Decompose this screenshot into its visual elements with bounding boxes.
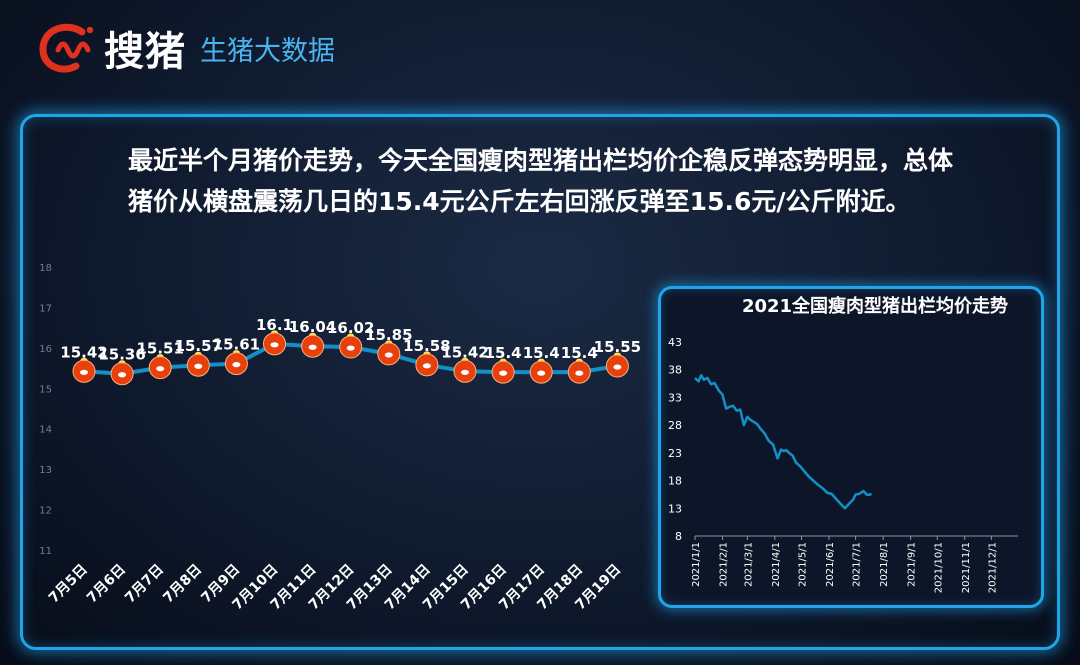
y-tick-label: 28 bbox=[668, 419, 682, 432]
marker-snout bbox=[575, 370, 584, 376]
data-label: 15.55 bbox=[594, 338, 641, 356]
marker-snout bbox=[384, 352, 393, 358]
data-label: 16.02 bbox=[327, 319, 374, 337]
pig-marker bbox=[186, 351, 210, 377]
x-category-label: 7月5日 bbox=[46, 562, 91, 607]
y-tick-label: 13 bbox=[39, 465, 52, 476]
pig-marker bbox=[415, 351, 439, 377]
pig-marker bbox=[339, 333, 363, 359]
marker-snout bbox=[232, 362, 241, 368]
x-tick-label: 2021/4/1 bbox=[771, 542, 782, 587]
marker-snout bbox=[499, 370, 508, 376]
x-tick-label: 2021/6/1 bbox=[825, 542, 836, 587]
marker-snout bbox=[422, 363, 431, 369]
marker-snout bbox=[346, 345, 355, 351]
main-panel bbox=[20, 114, 1060, 650]
brand-subtitle: 生猪大数据 bbox=[200, 35, 335, 67]
marker-snout bbox=[613, 364, 622, 370]
data-label: 15.42 bbox=[60, 343, 107, 361]
data-label: 15.4 bbox=[523, 344, 560, 362]
y-tick-label: 23 bbox=[668, 447, 682, 460]
header: 搜猪 生猪大数据 bbox=[38, 20, 335, 76]
yearly-price-line bbox=[694, 374, 872, 510]
data-label: 15.4 bbox=[485, 344, 522, 362]
brand-name: 搜猪 bbox=[104, 28, 186, 75]
x-tick-label: 2021/10/1 bbox=[933, 542, 944, 593]
x-tick-label: 2021/8/1 bbox=[879, 542, 890, 587]
y-tick-label: 16 bbox=[39, 344, 52, 355]
y-tick-label: 33 bbox=[668, 391, 682, 404]
x-tick-label: 2021/1/1 bbox=[691, 542, 702, 587]
data-label: 15.4 bbox=[561, 344, 598, 362]
marker-snout bbox=[80, 369, 88, 375]
marker-snout bbox=[194, 363, 203, 369]
x-tick-label: 2021/2/1 bbox=[719, 542, 730, 587]
data-label: 15.51 bbox=[136, 340, 183, 358]
data-label: 15.42 bbox=[441, 343, 488, 361]
pig-marker bbox=[491, 358, 515, 384]
y-tick-label: 12 bbox=[39, 506, 52, 517]
x-tick-label: 2021/12/1 bbox=[987, 542, 998, 593]
inset-panel bbox=[658, 286, 1044, 608]
description-text: 最近半个月猪价走势，今天全国瘦肉型猪出栏均价企稳反弹态势明显，总体猪价从横盘震荡… bbox=[128, 146, 954, 216]
pig-marker bbox=[72, 357, 96, 383]
marker-snout bbox=[308, 344, 317, 350]
logo-icon bbox=[39, 23, 94, 73]
pig-marker bbox=[605, 352, 629, 378]
yearly-price-chart: 8 13 18 23 28 33 38 43 2021/1/1 2021/2/1 2021/3/1 2… bbox=[668, 336, 1018, 593]
y-tick-label: 18 bbox=[668, 475, 682, 488]
y-tick-label: 15 bbox=[39, 384, 52, 395]
pig-marker bbox=[148, 354, 172, 380]
pig-marker bbox=[301, 332, 325, 358]
marker-snout bbox=[118, 372, 127, 378]
marker-snout bbox=[461, 369, 469, 375]
pig-marker bbox=[529, 358, 553, 384]
x-category-label: 7月7日 bbox=[122, 562, 167, 607]
y-tick-label: 38 bbox=[668, 364, 682, 377]
x-tick-label: 2021/9/1 bbox=[907, 542, 918, 587]
marker-snout bbox=[270, 342, 279, 348]
pig-marker bbox=[224, 350, 248, 376]
data-label: 16.1 bbox=[256, 316, 293, 334]
y-tick-label: 43 bbox=[668, 336, 682, 349]
y-tick-label: 11 bbox=[39, 546, 52, 557]
x-tick-label: 2021/5/1 bbox=[797, 542, 808, 587]
y-tick-label: 8 bbox=[675, 530, 682, 543]
y-tick-label: 14 bbox=[39, 425, 52, 436]
x-category-label: 7月8日 bbox=[160, 562, 205, 607]
data-label: 15.57 bbox=[175, 337, 222, 355]
x-tick-label: 2021/3/1 bbox=[743, 542, 754, 587]
marker-snout bbox=[156, 366, 165, 372]
pig-marker bbox=[263, 330, 286, 356]
data-label: 15.36 bbox=[98, 346, 145, 364]
pig-marker bbox=[110, 360, 134, 386]
y-tick-label: 17 bbox=[39, 303, 52, 314]
y-tick-label: 13 bbox=[668, 502, 682, 515]
pig-marker bbox=[453, 357, 477, 383]
x-tick-label: 2021/7/1 bbox=[852, 542, 863, 587]
pig-marker bbox=[377, 340, 401, 366]
pig-marker bbox=[567, 358, 591, 384]
main-price-chart: 111213141516171815.4215.3615.5115.5715.6… bbox=[39, 263, 641, 613]
x-tick-label: 2021/11/1 bbox=[961, 542, 972, 593]
data-label: 16.04 bbox=[289, 318, 336, 336]
marker-snout bbox=[537, 370, 546, 376]
y-tick-label: 18 bbox=[39, 263, 52, 274]
data-label: 15.85 bbox=[365, 326, 412, 344]
data-label: 15.58 bbox=[403, 337, 450, 355]
x-category-label: 7月6日 bbox=[84, 562, 129, 607]
inset-chart-title: 2021全国瘦肉型猪出栏均价走势 bbox=[741, 296, 1009, 317]
data-label: 15.61 bbox=[213, 336, 260, 354]
